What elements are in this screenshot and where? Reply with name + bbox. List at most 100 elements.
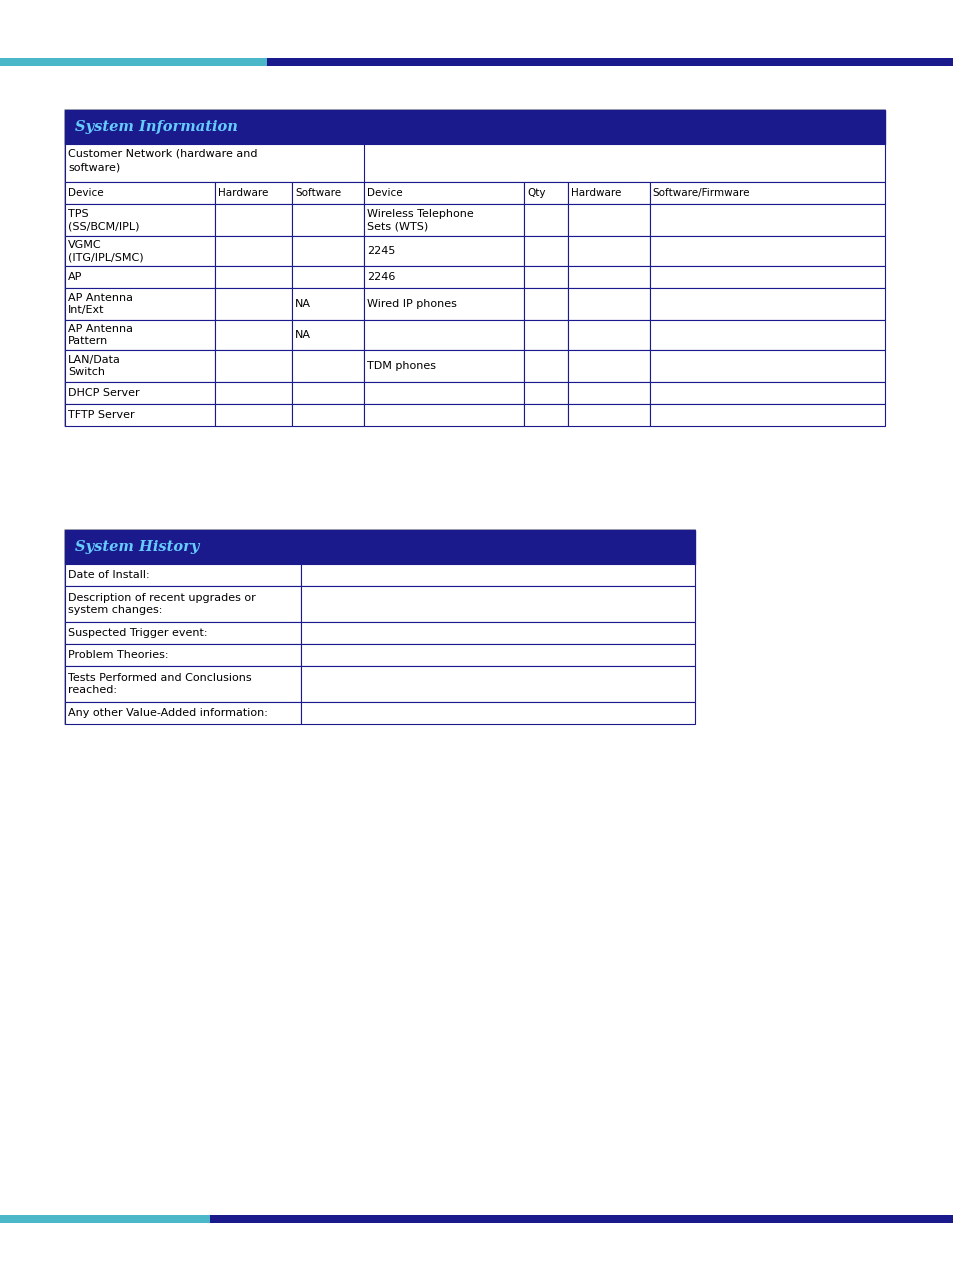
- Text: LAN/Data
Switch: LAN/Data Switch: [68, 355, 121, 378]
- Bar: [65, 530, 695, 724]
- Bar: [65, 586, 301, 622]
- Text: Wired IP phones: Wired IP phones: [367, 299, 456, 309]
- Bar: [364, 237, 523, 266]
- Bar: [568, 182, 649, 204]
- Bar: [65, 667, 301, 702]
- Bar: [301, 667, 695, 702]
- Bar: [292, 204, 364, 237]
- Bar: [568, 321, 649, 350]
- Bar: [214, 404, 292, 426]
- Bar: [292, 382, 364, 404]
- Bar: [364, 204, 523, 237]
- Bar: [65, 702, 301, 724]
- Bar: [214, 204, 292, 237]
- Bar: [568, 237, 649, 266]
- Bar: [649, 204, 884, 237]
- Text: Wireless Telephone
Sets (WTS): Wireless Telephone Sets (WTS): [367, 209, 474, 232]
- Text: Device: Device: [68, 188, 104, 198]
- Bar: [292, 237, 364, 266]
- Bar: [214, 266, 292, 287]
- Bar: [65, 404, 214, 426]
- Bar: [649, 287, 884, 321]
- Bar: [523, 382, 568, 404]
- Bar: [0, 1215, 210, 1222]
- Bar: [649, 350, 884, 382]
- Bar: [267, 59, 953, 66]
- Bar: [568, 404, 649, 426]
- Bar: [65, 266, 214, 287]
- Text: TPS
(SS/BCM/IPL): TPS (SS/BCM/IPL): [68, 209, 139, 232]
- Bar: [65, 644, 301, 667]
- Text: Qty: Qty: [527, 188, 545, 198]
- Text: System History: System History: [75, 541, 199, 555]
- Bar: [292, 350, 364, 382]
- Text: AP: AP: [68, 272, 82, 282]
- Bar: [214, 182, 292, 204]
- Bar: [649, 382, 884, 404]
- Bar: [649, 182, 884, 204]
- Text: Description of recent upgrades or
system changes:: Description of recent upgrades or system…: [68, 593, 255, 616]
- Bar: [65, 109, 884, 426]
- Bar: [523, 287, 568, 321]
- Bar: [214, 382, 292, 404]
- Bar: [292, 321, 364, 350]
- Bar: [65, 182, 214, 204]
- Bar: [568, 266, 649, 287]
- Bar: [65, 563, 301, 586]
- Bar: [649, 321, 884, 350]
- Text: Suspected Trigger event:: Suspected Trigger event:: [68, 628, 208, 639]
- Bar: [65, 530, 695, 563]
- Bar: [364, 350, 523, 382]
- Text: TFTP Server: TFTP Server: [68, 410, 134, 420]
- Bar: [292, 182, 364, 204]
- Text: Software: Software: [294, 188, 341, 198]
- Bar: [65, 204, 214, 237]
- Bar: [65, 350, 214, 382]
- Text: AP Antenna
Pattern: AP Antenna Pattern: [68, 324, 132, 346]
- Bar: [301, 586, 695, 622]
- Text: Any other Value-Added information:: Any other Value-Added information:: [68, 709, 268, 717]
- Text: 2245: 2245: [367, 245, 395, 256]
- Bar: [0, 59, 267, 66]
- Text: Tests Performed and Conclusions
reached:: Tests Performed and Conclusions reached:: [68, 673, 252, 696]
- Bar: [65, 382, 214, 404]
- Bar: [292, 404, 364, 426]
- Bar: [568, 382, 649, 404]
- Text: NA: NA: [294, 329, 311, 340]
- Bar: [301, 702, 695, 724]
- Text: 2246: 2246: [367, 272, 395, 282]
- Bar: [568, 287, 649, 321]
- Bar: [364, 321, 523, 350]
- Bar: [301, 563, 695, 586]
- Bar: [65, 287, 214, 321]
- Bar: [210, 1215, 953, 1222]
- Text: Hardware: Hardware: [571, 188, 621, 198]
- Bar: [568, 350, 649, 382]
- Bar: [364, 266, 523, 287]
- Text: DHCP Server: DHCP Server: [68, 388, 139, 398]
- Text: Date of Install:: Date of Install:: [68, 570, 150, 580]
- Bar: [292, 266, 364, 287]
- Text: Hardware: Hardware: [218, 188, 268, 198]
- Bar: [214, 321, 292, 350]
- Text: Customer Network (hardware and
software): Customer Network (hardware and software): [68, 149, 257, 172]
- Bar: [568, 204, 649, 237]
- Bar: [649, 266, 884, 287]
- Bar: [523, 350, 568, 382]
- Bar: [65, 237, 214, 266]
- Bar: [649, 237, 884, 266]
- Bar: [301, 644, 695, 667]
- Text: System Information: System Information: [75, 120, 237, 134]
- Bar: [214, 350, 292, 382]
- Bar: [523, 182, 568, 204]
- Bar: [649, 404, 884, 426]
- Bar: [65, 622, 301, 644]
- Bar: [65, 321, 214, 350]
- Bar: [301, 622, 695, 644]
- Text: VGMC
(ITG/IPL/SMC): VGMC (ITG/IPL/SMC): [68, 240, 144, 262]
- Text: Software/Firmware: Software/Firmware: [652, 188, 749, 198]
- Bar: [523, 404, 568, 426]
- Text: Problem Theories:: Problem Theories:: [68, 650, 169, 660]
- Text: Device: Device: [367, 188, 402, 198]
- Bar: [364, 404, 523, 426]
